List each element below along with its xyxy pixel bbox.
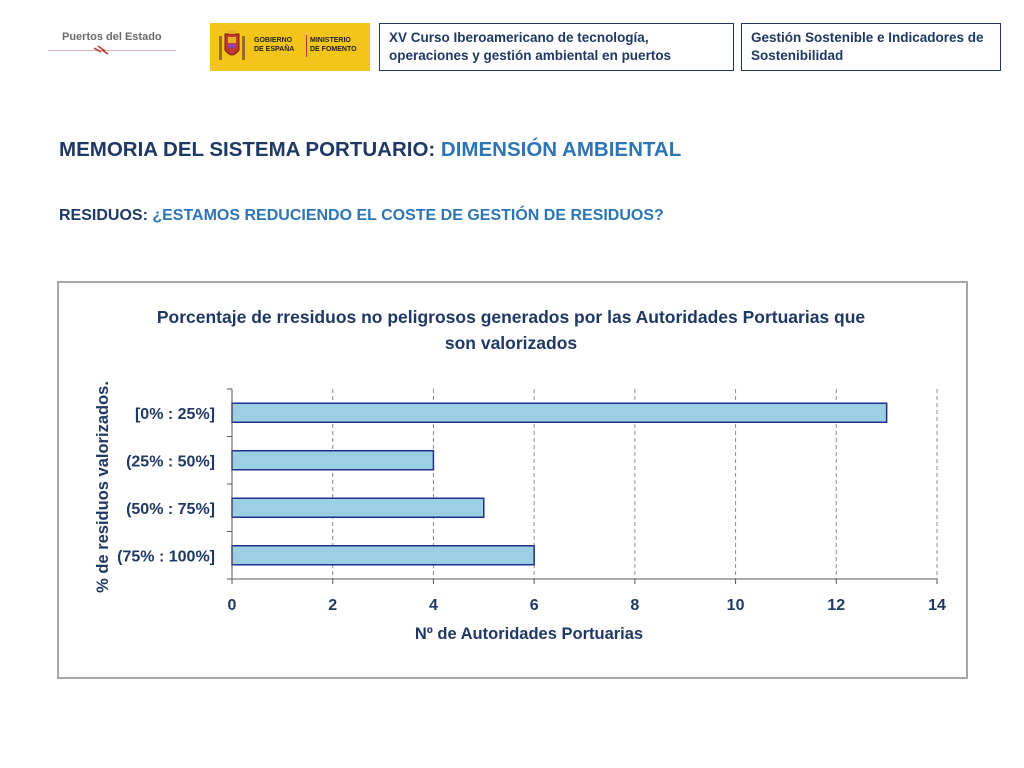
bar-chart: Porcentaje de rresiduos no peligrosos ge…: [94, 307, 946, 643]
chart-title-line-2: son valorizados: [445, 333, 578, 353]
puertos-del-estado-logo: Puertos del Estado: [48, 28, 176, 68]
course-title-box: XV Curso Iberoamericano de tecnología, o…: [379, 23, 734, 71]
bar: [231, 450, 435, 471]
x-tick-label: 2: [328, 597, 337, 614]
ministerio-line-1: MINISTERIO: [310, 37, 351, 44]
bar: [231, 497, 485, 518]
y-category-label: (25% : 50%]: [126, 453, 215, 470]
logo-underline: [48, 50, 176, 51]
x-axis-label: Nº de Autoridades Portuarias: [415, 625, 643, 643]
y-category-label: (50% : 75%]: [126, 501, 215, 518]
gobierno-text: GOBIERNO DE ESPAÑA: [254, 36, 294, 54]
coat-of-arms-icon: [219, 30, 245, 60]
page-subtitle: RESIDUOS: ¿ESTAMOS REDUCIENDO EL COSTE D…: [59, 207, 664, 225]
gobierno-line-1: GOBIERNO: [254, 37, 293, 44]
x-tick-label: 6: [530, 597, 539, 614]
page-subtitle-accent: ¿ESTAMOS REDUCIENDO EL COSTE DE GESTIÓN …: [152, 207, 664, 224]
y-category-label: [0% : 25%]: [135, 406, 215, 423]
x-tick-label: 8: [630, 597, 639, 614]
x-tick-label: 12: [827, 597, 845, 614]
ministerio-line-2: DE FOMENTO: [310, 46, 357, 53]
topic-title-box: Gestión Sostenible e Indicadores de Sost…: [741, 23, 1001, 71]
x-tick-label: 14: [928, 597, 946, 614]
y-category-label: (75% : 100%]: [117, 548, 215, 565]
page-title: MEMORIA DEL SISTEMA PORTUARIO: DIMENSIÓN…: [59, 138, 681, 162]
x-tick-label: 10: [727, 597, 745, 614]
x-tick-label: 0: [228, 597, 237, 614]
gobierno-espana-logo: GOBIERNO DE ESPAÑA MINISTERIO DE FOMENTO: [210, 23, 370, 71]
gobierno-line-2: DE ESPAÑA: [254, 46, 295, 53]
bar: [231, 545, 535, 566]
wave-icon: [93, 45, 109, 55]
x-tick-label: 4: [429, 597, 438, 614]
bars: [231, 402, 888, 566]
bar: [231, 402, 888, 423]
axes: [227, 388, 938, 584]
page-title-accent: DIMENSIÓN AMBIENTAL: [440, 138, 682, 161]
page-subtitle-prefix: RESIDUOS:: [59, 207, 153, 224]
chart-frame: Porcentaje de rresiduos no peligrosos ge…: [57, 281, 968, 679]
page-title-prefix: MEMORIA DEL SISTEMA PORTUARIO:: [59, 138, 441, 161]
logo-divider: [306, 35, 307, 57]
chart-title-line-1: Porcentaje de rresiduos no peligrosos ge…: [157, 307, 866, 327]
y-axis-label: % de residuos valorizados.: [94, 381, 112, 593]
puertos-del-estado-logo-text: Puertos del Estado: [62, 31, 162, 43]
tick-labels: 0 2 4 6 8 10 12 14 [0% : 25%] (25% : 50%] (50% : 7…: [117, 406, 946, 614]
ministerio-text: MINISTERIO DE FOMENTO: [310, 36, 357, 54]
